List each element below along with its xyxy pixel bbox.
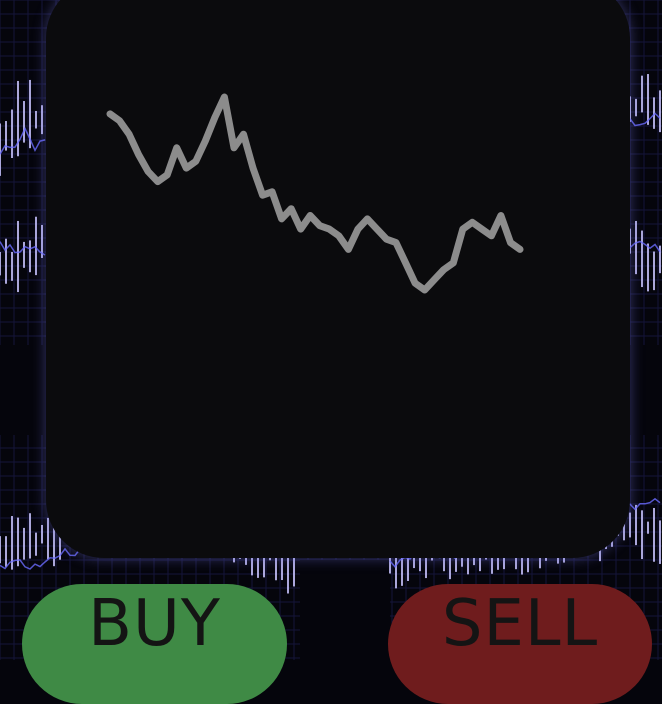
- buy-button[interactable]: BUY: [22, 584, 287, 704]
- chart-panel: [46, 0, 630, 558]
- buy-label: BUY: [88, 587, 221, 661]
- sell-label: SELL: [441, 587, 599, 661]
- sell-button[interactable]: SELL: [388, 584, 652, 704]
